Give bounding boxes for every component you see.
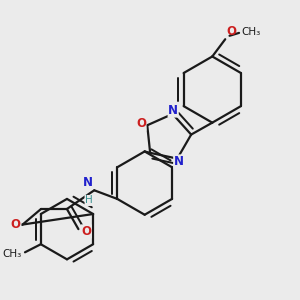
Text: N: N	[168, 104, 178, 117]
Text: N: N	[174, 155, 184, 168]
Text: H: H	[85, 196, 93, 206]
Text: N: N	[83, 176, 93, 189]
Text: CH₃: CH₃	[3, 249, 22, 259]
Text: O: O	[227, 25, 237, 38]
Text: O: O	[81, 225, 91, 238]
Text: O: O	[11, 218, 21, 231]
Text: O: O	[136, 117, 146, 130]
Text: CH₃: CH₃	[241, 27, 260, 37]
